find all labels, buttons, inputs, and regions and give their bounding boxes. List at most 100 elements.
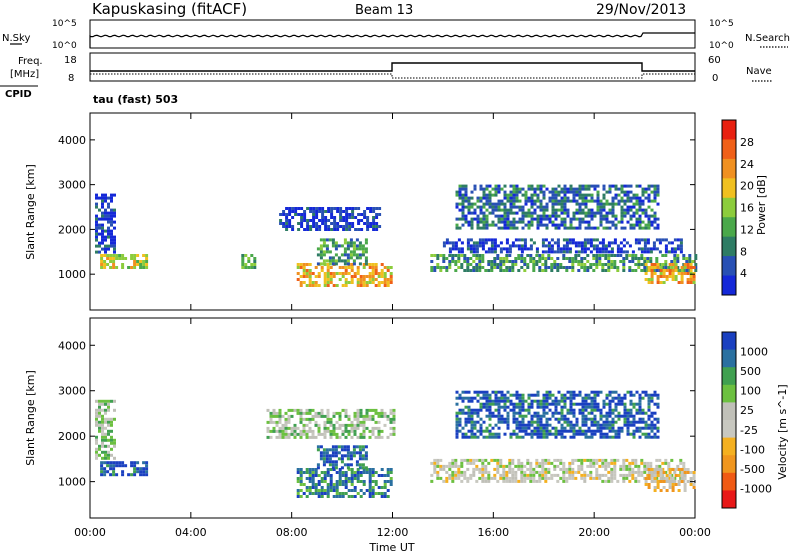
data-cell <box>592 247 596 251</box>
data-cell <box>331 451 335 455</box>
data-cell <box>677 489 681 492</box>
data-cell <box>439 467 443 471</box>
data-cell <box>587 220 591 224</box>
data-cell <box>593 199 597 203</box>
data-cell <box>100 266 104 269</box>
data-cell <box>586 266 590 269</box>
data-cell <box>589 470 593 474</box>
data-cell <box>605 217 609 221</box>
data-cell <box>503 223 507 227</box>
data-cell <box>596 184 600 188</box>
data-cell <box>464 196 468 200</box>
data-cell <box>595 470 599 474</box>
data-cell <box>106 464 110 468</box>
data-cell <box>329 417 333 421</box>
data-cell <box>560 405 564 409</box>
data-cell <box>550 247 554 251</box>
data-cell <box>364 259 368 263</box>
data-cell <box>674 483 678 486</box>
data-cell <box>323 429 327 433</box>
data-cell <box>590 390 594 394</box>
data-cell <box>553 473 557 477</box>
data-cell <box>590 217 594 221</box>
data-cell <box>625 254 629 257</box>
data-cell <box>614 420 618 424</box>
data-cell <box>145 464 149 468</box>
data-cell <box>590 193 594 197</box>
data-cell <box>475 464 479 468</box>
data-cell <box>368 266 372 269</box>
data-cell <box>541 238 545 242</box>
data-cell <box>475 458 479 462</box>
data-cell <box>380 408 384 412</box>
data-cell <box>670 473 674 477</box>
data-cell <box>574 241 578 245</box>
data-cell <box>247 266 251 269</box>
colorbar-tick-label: 25 <box>740 404 754 417</box>
data-cell <box>101 441 104 445</box>
data-cell <box>557 399 561 403</box>
data-cell <box>336 210 340 213</box>
data-cell <box>527 420 531 424</box>
data-cell <box>584 396 588 400</box>
data-cell <box>343 238 347 242</box>
data-cell <box>285 213 289 216</box>
data-cell <box>461 199 465 203</box>
data-cell <box>288 213 292 216</box>
data-cell <box>614 184 618 188</box>
data-cell <box>365 471 369 474</box>
data-cell <box>344 426 348 430</box>
data-cell <box>362 483 366 486</box>
data-cell <box>104 196 107 200</box>
data-cell <box>523 479 527 483</box>
data-cell <box>637 473 641 477</box>
data-cell <box>487 461 491 465</box>
data-cell <box>524 423 528 427</box>
data-cell <box>626 196 630 200</box>
data-cell <box>322 460 326 464</box>
data-cell <box>317 489 321 492</box>
data-cell <box>577 241 581 245</box>
data-cell <box>95 438 98 442</box>
data-cell <box>467 399 471 403</box>
data-cell <box>527 199 531 203</box>
data-cell <box>485 393 489 397</box>
data-cell <box>604 464 608 468</box>
data-cell <box>623 199 627 203</box>
data-cell <box>550 244 554 248</box>
data-cell <box>656 420 660 424</box>
data-cell <box>686 480 690 483</box>
data-cell <box>586 260 590 263</box>
data-cell <box>605 396 609 400</box>
data-cell <box>104 217 107 221</box>
data-cell <box>566 396 570 400</box>
data-cell <box>604 467 608 471</box>
data-cell <box>494 202 498 206</box>
data-cell <box>299 477 303 480</box>
y-tick-label: 1000 <box>58 476 86 489</box>
data-cell <box>625 257 629 260</box>
data-cell <box>638 217 642 221</box>
data-cell <box>637 238 641 242</box>
data-cell <box>389 420 393 424</box>
data-cell <box>476 411 480 415</box>
data-cell <box>596 199 600 203</box>
data-cell <box>593 184 597 188</box>
data-cell <box>343 463 347 467</box>
data-cell <box>529 476 533 480</box>
data-cell <box>515 420 519 424</box>
data-cell <box>649 464 653 468</box>
data-cell <box>451 473 455 477</box>
data-cell <box>556 244 560 248</box>
data-cell <box>356 272 360 275</box>
data-cell <box>626 408 630 412</box>
data-cell <box>451 458 455 462</box>
data-cell <box>473 211 477 215</box>
data-cell <box>359 278 363 281</box>
data-cell <box>296 278 300 281</box>
data-cell <box>355 238 359 242</box>
colorbar-swatch <box>722 384 736 403</box>
data-cell <box>659 281 663 284</box>
data-cell <box>599 426 603 430</box>
data-cell <box>318 207 322 210</box>
